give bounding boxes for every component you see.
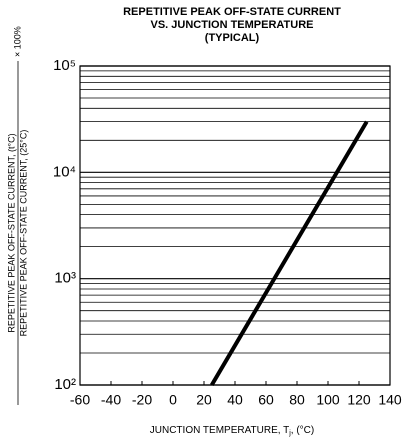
x-tick-label: 60 (258, 392, 274, 408)
x-label-part: , (°C) (291, 425, 314, 436)
x-label-part: JUNCTION TEMPERATURE, T (150, 425, 289, 436)
data-line (210, 120, 369, 387)
y-tick-label: 10⁵ (53, 57, 76, 74)
x-tick-label: 0 (169, 392, 177, 408)
x-tick-label: 100 (316, 392, 340, 408)
x-label-subscript: j (288, 430, 291, 437)
x-tick-label: 80 (289, 392, 305, 408)
x-axis-label: JUNCTION TEMPERATURE, Tj, (°C) (150, 425, 314, 437)
x-tick-label: 20 (196, 392, 212, 408)
plot-frame (79, 65, 391, 386)
chart-title: (TYPICAL) (205, 32, 260, 44)
x-tick-label: -60 (70, 392, 90, 408)
y-tick-label: 10⁴ (53, 163, 76, 180)
x-tick-label: 120 (347, 392, 371, 408)
x-tick-label: 40 (227, 392, 243, 408)
chart-title: VS. JUNCTION TEMPERATURE (151, 19, 314, 31)
chart-title: REPETITIVE PEAK OFF-STATE CURRENT (123, 6, 341, 18)
y-axis-label: REPETITIVE PEAK OFF-STATE CURRENT, (t°C)… (6, 26, 28, 405)
y-label-numerator: REPETITIVE PEAK OFF-STATE CURRENT, (t°C) (6, 133, 16, 332)
x-tick-label: 140 (378, 392, 402, 408)
y-label-denominator: REPETITIVE PEAK OFF-STATE CURRENT, (25°C… (18, 130, 28, 337)
y-tick-label: 10² (54, 376, 76, 393)
y-tick-label: 10³ (54, 270, 76, 287)
x-tick-label: -40 (101, 392, 121, 408)
x-tick-label: -20 (132, 392, 152, 408)
y-label-suffix: × 100% (12, 26, 22, 57)
